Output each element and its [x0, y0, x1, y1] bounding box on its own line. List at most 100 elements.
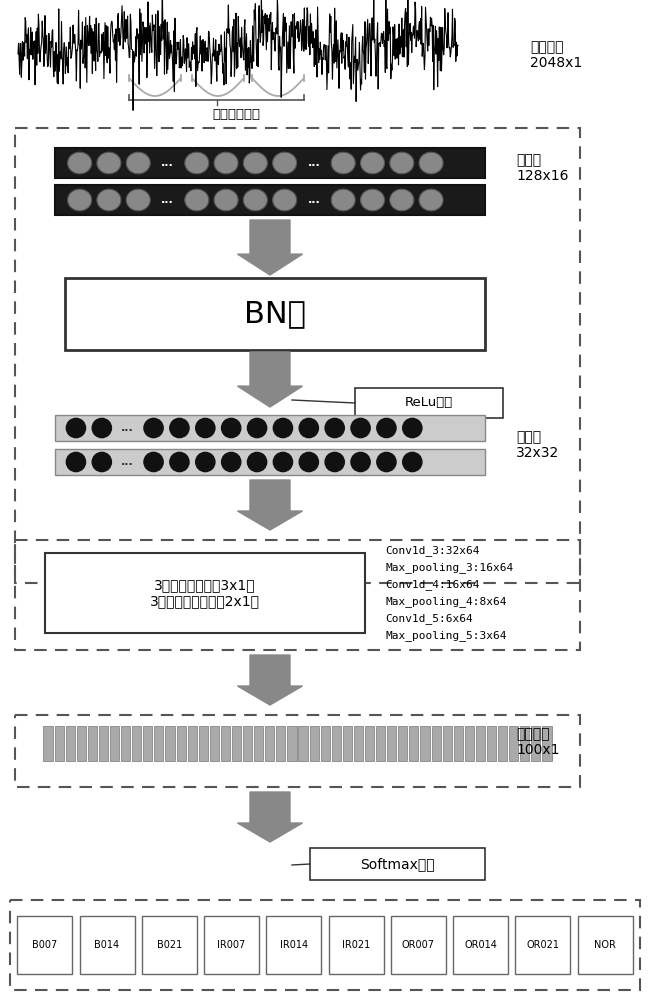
Bar — [243, 726, 252, 761]
Bar — [99, 726, 108, 761]
Bar — [187, 726, 196, 761]
Bar — [432, 726, 441, 761]
Ellipse shape — [185, 189, 209, 211]
Text: 降噪信号
2048x1: 降噪信号 2048x1 — [530, 40, 582, 70]
Circle shape — [221, 452, 241, 472]
Bar — [299, 726, 308, 761]
Ellipse shape — [390, 152, 414, 174]
Bar — [310, 848, 485, 880]
Bar — [267, 916, 322, 974]
Circle shape — [144, 418, 163, 438]
Bar — [391, 916, 446, 974]
Text: ...: ... — [161, 158, 174, 168]
Text: B021: B021 — [157, 940, 182, 950]
Bar — [498, 726, 507, 761]
FancyArrow shape — [238, 655, 303, 705]
Bar — [288, 726, 297, 761]
Text: 全连接层
100x1: 全连接层 100x1 — [516, 727, 559, 757]
Text: ReLu函数: ReLu函数 — [405, 396, 453, 410]
Circle shape — [403, 452, 422, 472]
Ellipse shape — [67, 152, 92, 174]
Text: IR021: IR021 — [342, 940, 370, 950]
Bar — [409, 726, 419, 761]
Bar — [177, 726, 185, 761]
Bar — [476, 726, 485, 761]
Text: OR007: OR007 — [402, 940, 435, 950]
Circle shape — [351, 418, 370, 438]
Ellipse shape — [97, 152, 121, 174]
Ellipse shape — [360, 189, 384, 211]
Bar — [15, 715, 580, 787]
Ellipse shape — [331, 152, 355, 174]
Ellipse shape — [126, 189, 150, 211]
Ellipse shape — [214, 152, 238, 174]
Bar — [332, 726, 341, 761]
Bar — [15, 128, 580, 583]
Bar — [355, 388, 503, 418]
Bar — [55, 185, 485, 215]
Text: OR021: OR021 — [527, 940, 559, 950]
Circle shape — [196, 452, 215, 472]
Ellipse shape — [272, 152, 297, 174]
Ellipse shape — [185, 152, 209, 174]
Text: Max_pooling_4:8x64: Max_pooling_4:8x64 — [385, 596, 506, 607]
Bar — [310, 726, 319, 761]
Bar — [265, 726, 274, 761]
Text: 宽卷积核提取: 宽卷积核提取 — [212, 108, 261, 121]
FancyArrow shape — [238, 480, 303, 530]
Bar — [132, 726, 141, 761]
Bar — [15, 540, 580, 650]
FancyArrow shape — [238, 792, 303, 842]
Text: ...: ... — [121, 423, 134, 433]
Bar — [509, 726, 518, 761]
Bar — [542, 726, 552, 761]
Circle shape — [273, 418, 293, 438]
Text: B014: B014 — [94, 940, 120, 950]
Text: ...: ... — [308, 158, 320, 168]
Circle shape — [351, 452, 370, 472]
Circle shape — [299, 452, 318, 472]
Bar — [232, 726, 241, 761]
Bar — [443, 726, 452, 761]
Bar — [43, 726, 52, 761]
Ellipse shape — [126, 152, 150, 174]
Text: BN层: BN层 — [244, 300, 306, 328]
Text: IR014: IR014 — [280, 940, 308, 950]
Circle shape — [248, 418, 267, 438]
FancyArrow shape — [238, 352, 303, 407]
Bar — [66, 726, 75, 761]
Bar — [143, 726, 153, 761]
Bar — [578, 916, 633, 974]
Bar — [77, 726, 86, 761]
Ellipse shape — [419, 189, 443, 211]
Bar — [387, 726, 396, 761]
Text: 3卷积层（卷积核3x1）
3池化层（池化尺兴2x1）: 3卷积层（卷积核3x1） 3池化层（池化尺兴2x1） — [150, 578, 260, 608]
Bar — [520, 726, 529, 761]
Ellipse shape — [97, 189, 121, 211]
Ellipse shape — [214, 189, 238, 211]
Bar — [55, 148, 485, 178]
Ellipse shape — [419, 152, 443, 174]
Circle shape — [92, 452, 111, 472]
Ellipse shape — [67, 189, 92, 211]
Text: 卷积层
128x16: 卷积层 128x16 — [516, 153, 569, 183]
Bar — [210, 726, 219, 761]
Bar — [17, 916, 72, 974]
Text: OR014: OR014 — [464, 940, 497, 950]
Circle shape — [92, 418, 111, 438]
Text: ...: ... — [308, 195, 320, 205]
Bar — [204, 916, 259, 974]
Circle shape — [248, 452, 267, 472]
Bar — [354, 726, 363, 761]
Bar — [515, 916, 571, 974]
Circle shape — [273, 452, 293, 472]
FancyArrow shape — [238, 220, 303, 275]
Circle shape — [66, 418, 86, 438]
Bar — [321, 726, 329, 761]
Text: Max_pooling_5:3x64: Max_pooling_5:3x64 — [385, 630, 506, 641]
Bar — [398, 726, 407, 761]
Circle shape — [299, 418, 318, 438]
Bar — [79, 916, 134, 974]
Bar — [487, 726, 496, 761]
Bar — [221, 726, 230, 761]
